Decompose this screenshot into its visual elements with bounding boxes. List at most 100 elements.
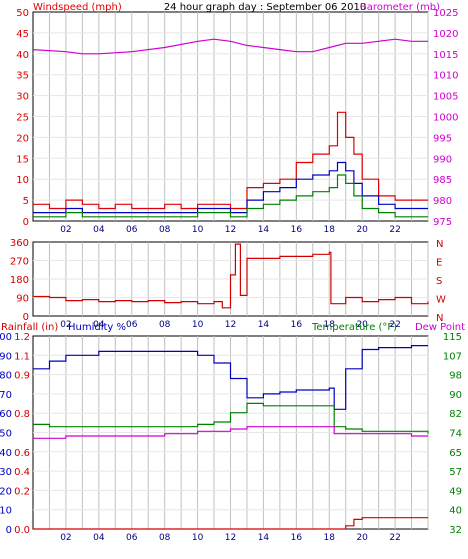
windspeed-axis-label: Windspeed (mph) bbox=[33, 2, 122, 13]
panel-1-x-tick-label: 06 bbox=[126, 320, 138, 330]
humidity-tick-label: 80 bbox=[0, 371, 12, 382]
panel-0-series-3-line bbox=[32, 38, 428, 55]
panel-1-x-tick-label: 02 bbox=[60, 320, 71, 330]
panel-0-x-tick-label: 20 bbox=[356, 225, 368, 235]
panel-0-series-2-line bbox=[33, 174, 428, 218]
windspeed-tick-label: 15 bbox=[16, 154, 29, 165]
temperature-tick-label: 115 bbox=[443, 332, 462, 343]
panel-1-x-tick-label: 08 bbox=[159, 320, 171, 330]
panel-0-x-tick-label: 12 bbox=[225, 225, 236, 235]
barometer-tick-label: 975 bbox=[433, 217, 452, 228]
panel-2-x-tick-label: 20 bbox=[356, 533, 368, 543]
panel-2-x-tick-label: 02 bbox=[60, 533, 71, 543]
humidity-tick-label: 30 bbox=[0, 467, 12, 478]
barometer-tick-label: 1020 bbox=[433, 29, 458, 40]
rainfall-tick-label: 0.0 bbox=[14, 525, 30, 536]
panel-2-x-tick-label: 10 bbox=[192, 533, 204, 543]
temperature-tick-label: 65 bbox=[449, 448, 462, 459]
temperature-tick-label: 40 bbox=[449, 506, 462, 517]
rainfall-tick-label: 1.1 bbox=[14, 351, 30, 362]
temperature-tick-label: 49 bbox=[449, 486, 462, 497]
temperature-tick-label: 82 bbox=[449, 409, 462, 420]
compass-tick-label: N bbox=[436, 313, 443, 324]
panel-1-series-0-line bbox=[33, 243, 429, 309]
panel-0-series-0-line bbox=[33, 111, 428, 210]
windspeed-tick-label: 0 bbox=[23, 217, 29, 228]
panel-0-x-tick-label: 06 bbox=[126, 225, 138, 235]
rainfall-axis-label: Rainfall (in) bbox=[1, 322, 58, 333]
panel-2-series-3-line bbox=[33, 517, 428, 530]
panel-2-x-tick-label: 12 bbox=[225, 533, 236, 543]
barometer-tick-label: 1015 bbox=[433, 50, 458, 61]
direction-tick-label: 270 bbox=[10, 257, 29, 268]
barometer-tick-label: 995 bbox=[433, 133, 452, 144]
temperature-axis-label: Temperature (°F) bbox=[311, 322, 397, 333]
windspeed-tick-label: 5 bbox=[23, 196, 29, 207]
barometer-tick-label: 1000 bbox=[433, 113, 458, 124]
rainfall-tick-label: 0.4 bbox=[14, 467, 30, 478]
windspeed-tick-label: 30 bbox=[16, 92, 29, 103]
humidity-tick-label: 50 bbox=[0, 429, 12, 440]
barometer-tick-label: 980 bbox=[433, 196, 452, 207]
humidity-tick-label: 70 bbox=[0, 390, 12, 401]
compass-tick-label: N bbox=[436, 239, 443, 250]
humidity-tick-label: 40 bbox=[0, 448, 12, 459]
temperature-tick-label: 107 bbox=[443, 351, 462, 362]
humidity-tick-label: 90 bbox=[0, 351, 12, 362]
panel-0-x-tick-label: 02 bbox=[60, 225, 71, 235]
barometer-tick-label: 1025 bbox=[433, 8, 458, 19]
temperature-tick-label: 74 bbox=[449, 429, 462, 440]
rainfall-tick-label: 0.6 bbox=[14, 448, 30, 459]
panel-2-series-2-line bbox=[33, 426, 428, 439]
barometer-tick-label: 1005 bbox=[433, 92, 458, 103]
compass-tick-label: E bbox=[436, 258, 442, 269]
rainfall-tick-label: 1.2 bbox=[14, 332, 30, 343]
windspeed-tick-label: 20 bbox=[16, 133, 29, 144]
direction-tick-label: 360 bbox=[10, 238, 29, 249]
panel-2-x-tick-label: 08 bbox=[159, 533, 171, 543]
panel-2-x-tick-label: 14 bbox=[258, 533, 270, 543]
humidity-tick-label: 20 bbox=[0, 486, 12, 497]
windspeed-tick-label: 25 bbox=[16, 113, 29, 124]
panel-0-x-tick-label: 16 bbox=[291, 225, 303, 235]
chart-title: 24 hour graph day : September 06 2010 bbox=[164, 2, 366, 13]
panel-2-series-1-line bbox=[33, 402, 429, 434]
temperature-tick-label: 90 bbox=[449, 390, 462, 401]
temperature-tick-label: 57 bbox=[449, 467, 462, 478]
panel-1-x-tick-label: 04 bbox=[93, 320, 105, 330]
windspeed-tick-label: 50 bbox=[16, 8, 29, 19]
panel-1-x-tick-label: 20 bbox=[356, 320, 368, 330]
barometer-tick-label: 990 bbox=[433, 154, 452, 165]
humidity-tick-label: 100 bbox=[0, 332, 12, 343]
humidity-tick-label: 0 bbox=[6, 525, 12, 536]
panel-0-series-1-line bbox=[33, 161, 428, 214]
panel-1-x-tick-label: 18 bbox=[324, 320, 336, 330]
humidity-tick-label: 10 bbox=[0, 506, 12, 517]
panel-0-x-tick-label: 10 bbox=[192, 225, 204, 235]
humidity-tick-label: 60 bbox=[0, 409, 12, 420]
panel-0-x-tick-label: 18 bbox=[324, 225, 336, 235]
rainfall-tick-label: 0.8 bbox=[14, 409, 30, 420]
direction-tick-label: 0 bbox=[23, 312, 29, 323]
panel-0-x-tick-label: 14 bbox=[258, 225, 270, 235]
panel-0-x-tick-label: 04 bbox=[93, 225, 105, 235]
barometer-tick-label: 985 bbox=[433, 175, 452, 186]
panel-2-x-tick-label: 16 bbox=[291, 533, 303, 543]
windspeed-tick-label: 35 bbox=[16, 71, 29, 82]
panel-2-x-tick-label: 22 bbox=[389, 533, 400, 543]
panel-1-x-tick-label: 14 bbox=[258, 320, 270, 330]
windspeed-tick-label: 40 bbox=[16, 50, 29, 61]
compass-tick-label: W bbox=[436, 295, 446, 306]
windspeed-tick-label: 45 bbox=[16, 29, 29, 40]
direction-tick-label: 90 bbox=[16, 294, 29, 305]
temperature-tick-label: 32 bbox=[449, 525, 462, 536]
windspeed-tick-label: 10 bbox=[16, 175, 29, 186]
humidity-axis-label: Humidity % bbox=[68, 322, 126, 333]
direction-tick-label: 180 bbox=[10, 275, 29, 286]
panel-1-x-tick-label: 12 bbox=[225, 320, 236, 330]
panel-2-x-tick-label: 18 bbox=[324, 533, 336, 543]
barometer-tick-label: 1010 bbox=[433, 71, 458, 82]
temperature-tick-label: 98 bbox=[449, 371, 462, 382]
